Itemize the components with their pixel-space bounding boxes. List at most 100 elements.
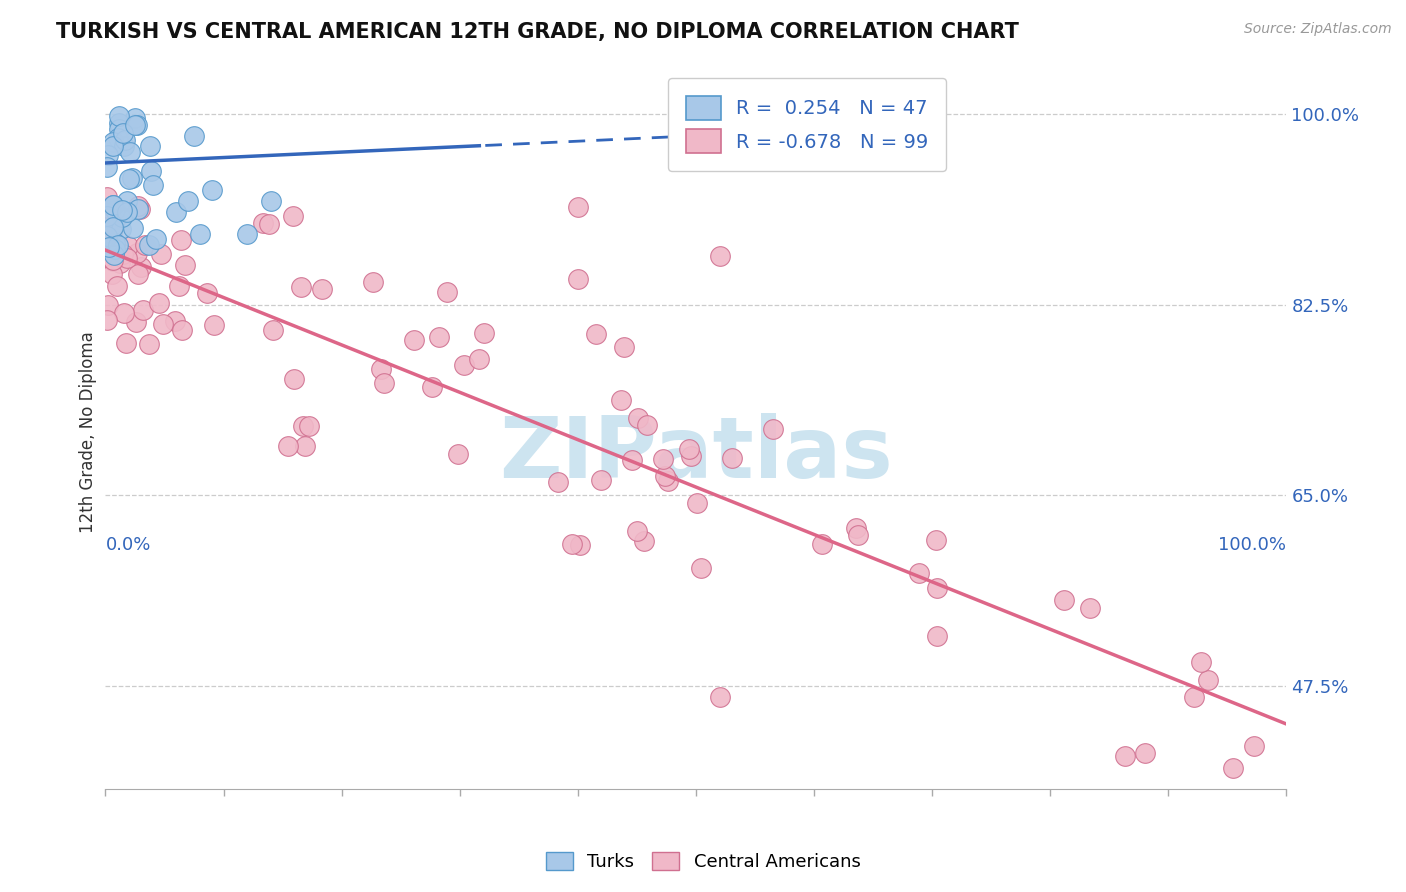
Point <box>404 334 426 348</box>
Point <box>165 314 187 328</box>
Point <box>127 199 149 213</box>
Point <box>472 326 495 340</box>
Point <box>568 538 591 552</box>
Point <box>1189 655 1212 669</box>
Point <box>567 271 589 285</box>
Point <box>925 533 948 547</box>
Point <box>633 533 655 548</box>
Point <box>149 246 172 260</box>
Point <box>104 202 127 217</box>
Point <box>108 109 131 123</box>
Point <box>110 222 132 236</box>
Point <box>115 336 138 351</box>
Point <box>103 248 125 262</box>
Point <box>118 171 141 186</box>
Point <box>132 303 155 318</box>
Point <box>101 139 124 153</box>
Point <box>101 135 124 149</box>
Point <box>1197 673 1219 688</box>
Point <box>167 279 190 293</box>
Point <box>370 361 392 376</box>
Point <box>104 235 127 250</box>
Text: 100.0%: 100.0% <box>1219 536 1286 554</box>
Point <box>118 145 141 160</box>
Point <box>709 249 731 263</box>
Point <box>101 226 124 240</box>
Point <box>96 228 118 243</box>
Point <box>174 258 197 272</box>
Point <box>1133 747 1156 761</box>
Point <box>907 566 929 581</box>
Point <box>547 475 569 490</box>
Point <box>108 115 131 129</box>
Point <box>1222 761 1244 775</box>
Point <box>298 419 321 434</box>
Point <box>283 371 305 385</box>
Point <box>453 358 475 372</box>
Point <box>138 337 160 351</box>
Point <box>1243 739 1265 753</box>
Point <box>927 629 949 643</box>
Legend: Turks, Central Americans: Turks, Central Americans <box>538 845 868 879</box>
Point <box>115 251 138 265</box>
Point <box>129 202 152 217</box>
Point <box>679 449 702 463</box>
Point <box>165 205 187 219</box>
Point <box>100 218 122 232</box>
Point <box>152 317 174 331</box>
Point <box>107 131 129 145</box>
Point <box>585 326 607 341</box>
Point <box>108 121 131 136</box>
Point <box>1053 592 1076 607</box>
Point <box>107 279 129 293</box>
Text: 0.0%: 0.0% <box>105 536 150 554</box>
Point <box>97 298 120 312</box>
Point <box>1182 690 1205 705</box>
Point <box>112 247 135 261</box>
Point <box>311 282 333 296</box>
Point <box>690 561 713 575</box>
Point <box>100 267 122 281</box>
Point <box>591 474 613 488</box>
Point <box>125 118 148 132</box>
Text: Source: ZipAtlas.com: Source: ZipAtlas.com <box>1244 22 1392 37</box>
Text: TURKISH VS CENTRAL AMERICAN 12TH GRADE, NO DIPLOMA CORRELATION CHART: TURKISH VS CENTRAL AMERICAN 12TH GRADE, … <box>56 22 1019 42</box>
Point <box>97 201 120 215</box>
Text: ZIPatlas: ZIPatlas <box>499 412 893 496</box>
Point <box>170 233 193 247</box>
Point <box>678 442 700 457</box>
Point <box>115 204 138 219</box>
Point <box>294 439 316 453</box>
Point <box>427 330 450 344</box>
Point <box>138 238 160 252</box>
Point <box>139 138 162 153</box>
Point <box>107 238 129 252</box>
Point <box>561 537 583 551</box>
Point <box>447 447 470 461</box>
Point <box>127 246 149 260</box>
Point <box>373 376 395 391</box>
Point <box>613 340 636 354</box>
Point <box>262 323 284 337</box>
Point <box>111 210 134 224</box>
Point <box>290 279 312 293</box>
Point <box>111 126 134 140</box>
Point <box>202 318 225 332</box>
Point <box>104 242 127 256</box>
Point <box>111 202 134 217</box>
Point <box>811 537 834 551</box>
Point <box>98 205 121 219</box>
Point <box>96 161 118 175</box>
Point <box>436 285 458 299</box>
Point <box>620 453 643 467</box>
Point <box>142 178 165 192</box>
Point <box>129 260 152 274</box>
Point <box>117 239 139 253</box>
Point <box>651 452 673 467</box>
Point <box>762 422 785 436</box>
Point <box>177 194 200 208</box>
Point <box>96 209 118 223</box>
Point <box>627 411 650 425</box>
Point <box>183 128 205 143</box>
Point <box>626 524 648 538</box>
